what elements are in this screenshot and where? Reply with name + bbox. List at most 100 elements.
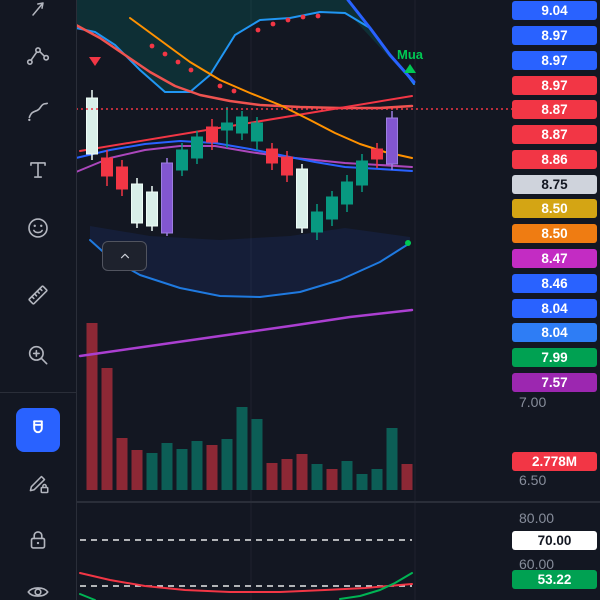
multipoint-line-tool-button[interactable]: [18, 35, 58, 75]
price-label: 8.86: [512, 150, 597, 169]
orange-ma: [129, 17, 413, 159]
axis-tick: 60.00: [519, 556, 555, 572]
brush-tool-button[interactable]: [18, 92, 58, 132]
volume-bar: [191, 441, 203, 490]
drawing-toolbar: [0, 0, 77, 600]
volume-bar: [221, 439, 233, 490]
cursor-arrow-icon: [32, 2, 44, 16]
senkou-steep-blue: [346, 0, 416, 84]
red-dot: [162, 51, 168, 57]
text-tool-button[interactable]: [18, 150, 58, 190]
volume-bar: [266, 463, 278, 490]
candle: [146, 191, 158, 227]
sell-marker-icon: [89, 57, 101, 66]
ichimoku-cloud-lower: [90, 226, 410, 297]
lock-all-tool-button[interactable]: [18, 520, 58, 560]
ichimoku-cloud-upper: [76, 0, 414, 92]
magnet-mode-button[interactable]: [16, 408, 60, 452]
smiley-icon: [28, 218, 48, 238]
hide-drawings-tool-button[interactable]: [18, 572, 58, 600]
volume-bar: [341, 461, 353, 490]
red-dot: [255, 27, 261, 33]
stoch-red-line: [79, 572, 413, 593]
candle: [116, 166, 128, 190]
price-label: 8.97: [512, 26, 597, 45]
red-ma: [74, 23, 414, 110]
price-label: 8.97: [512, 51, 597, 70]
volume-bar: [251, 419, 263, 490]
red-dot: [315, 13, 321, 19]
magnifier-plus-icon: [28, 345, 48, 365]
volume-bar: [356, 474, 368, 490]
pane-collapse-button[interactable]: [102, 241, 147, 271]
volume-bar: [206, 445, 218, 490]
eye-icon: [27, 587, 49, 597]
volume-bar: [296, 454, 308, 490]
axis-tick: 80.00: [519, 510, 555, 526]
red-dot: [188, 67, 194, 73]
red-dot: [270, 21, 276, 27]
candle: [236, 116, 248, 134]
red-dot: [285, 17, 291, 23]
price-label: 8.47: [512, 249, 597, 268]
price-label: 2.778M: [512, 452, 597, 471]
magnet-icon: [33, 420, 43, 434]
price-label: 8.97: [512, 76, 597, 95]
volume-bar: [131, 450, 143, 490]
volume-bar: [281, 459, 293, 490]
candle: [101, 157, 113, 177]
candle: [86, 97, 98, 155]
buy-signal-label: Mua: [397, 47, 424, 62]
volume-bar: [386, 428, 398, 490]
volume-ma-purple: [78, 308, 414, 358]
candle: [176, 149, 188, 171]
green-dot: [405, 240, 411, 246]
volume-bar: [326, 469, 338, 490]
trend-line-points-icon: [26, 47, 50, 66]
volume-bar: [371, 469, 383, 490]
candle: [326, 196, 338, 220]
candle: [371, 148, 383, 160]
volume-bar: [116, 438, 128, 490]
emoji-tool-button[interactable]: [18, 208, 58, 248]
candle: [341, 181, 353, 205]
toolbar-divider: [0, 392, 76, 393]
price-label: 70.00: [512, 531, 597, 550]
select-tool-button[interactable]: [18, 0, 58, 28]
ruler-icon: [28, 285, 48, 305]
candle: [161, 162, 173, 234]
price-label: 8.75: [512, 175, 597, 194]
candle: [191, 136, 203, 159]
padlock-icon: [30, 531, 46, 549]
measure-ruler-tool-button[interactable]: [18, 275, 58, 315]
text-icon: [30, 162, 46, 178]
candle: [251, 122, 263, 142]
price-label: 8.46: [512, 274, 597, 293]
volume-bar: [101, 368, 113, 490]
pencil-lock-icon: [29, 475, 49, 494]
candle: [221, 122, 233, 131]
axis-tick: 6.50: [519, 472, 547, 488]
price-label: 8.87: [512, 125, 597, 144]
axis-tick: 7.00: [519, 394, 547, 410]
brush-icon: [28, 102, 49, 122]
volume-bar: [146, 453, 158, 490]
volume-bar: [176, 449, 188, 490]
candle: [386, 117, 398, 165]
price-label: 8.04: [512, 299, 597, 318]
price-label: 7.57: [512, 373, 597, 392]
candle: [296, 168, 308, 229]
stoch-green-line: [339, 572, 413, 600]
price-label: 8.04: [512, 323, 597, 342]
zoom-in-tool-button[interactable]: [18, 335, 58, 375]
volume-bar: [236, 407, 248, 490]
price-label: 8.50: [512, 199, 597, 218]
locked-drawing-tool-button[interactable]: [18, 463, 58, 503]
candle: [356, 160, 368, 186]
candle: [206, 126, 218, 143]
red-dot: [217, 83, 223, 89]
candle: [266, 148, 278, 164]
candle: [311, 211, 323, 233]
